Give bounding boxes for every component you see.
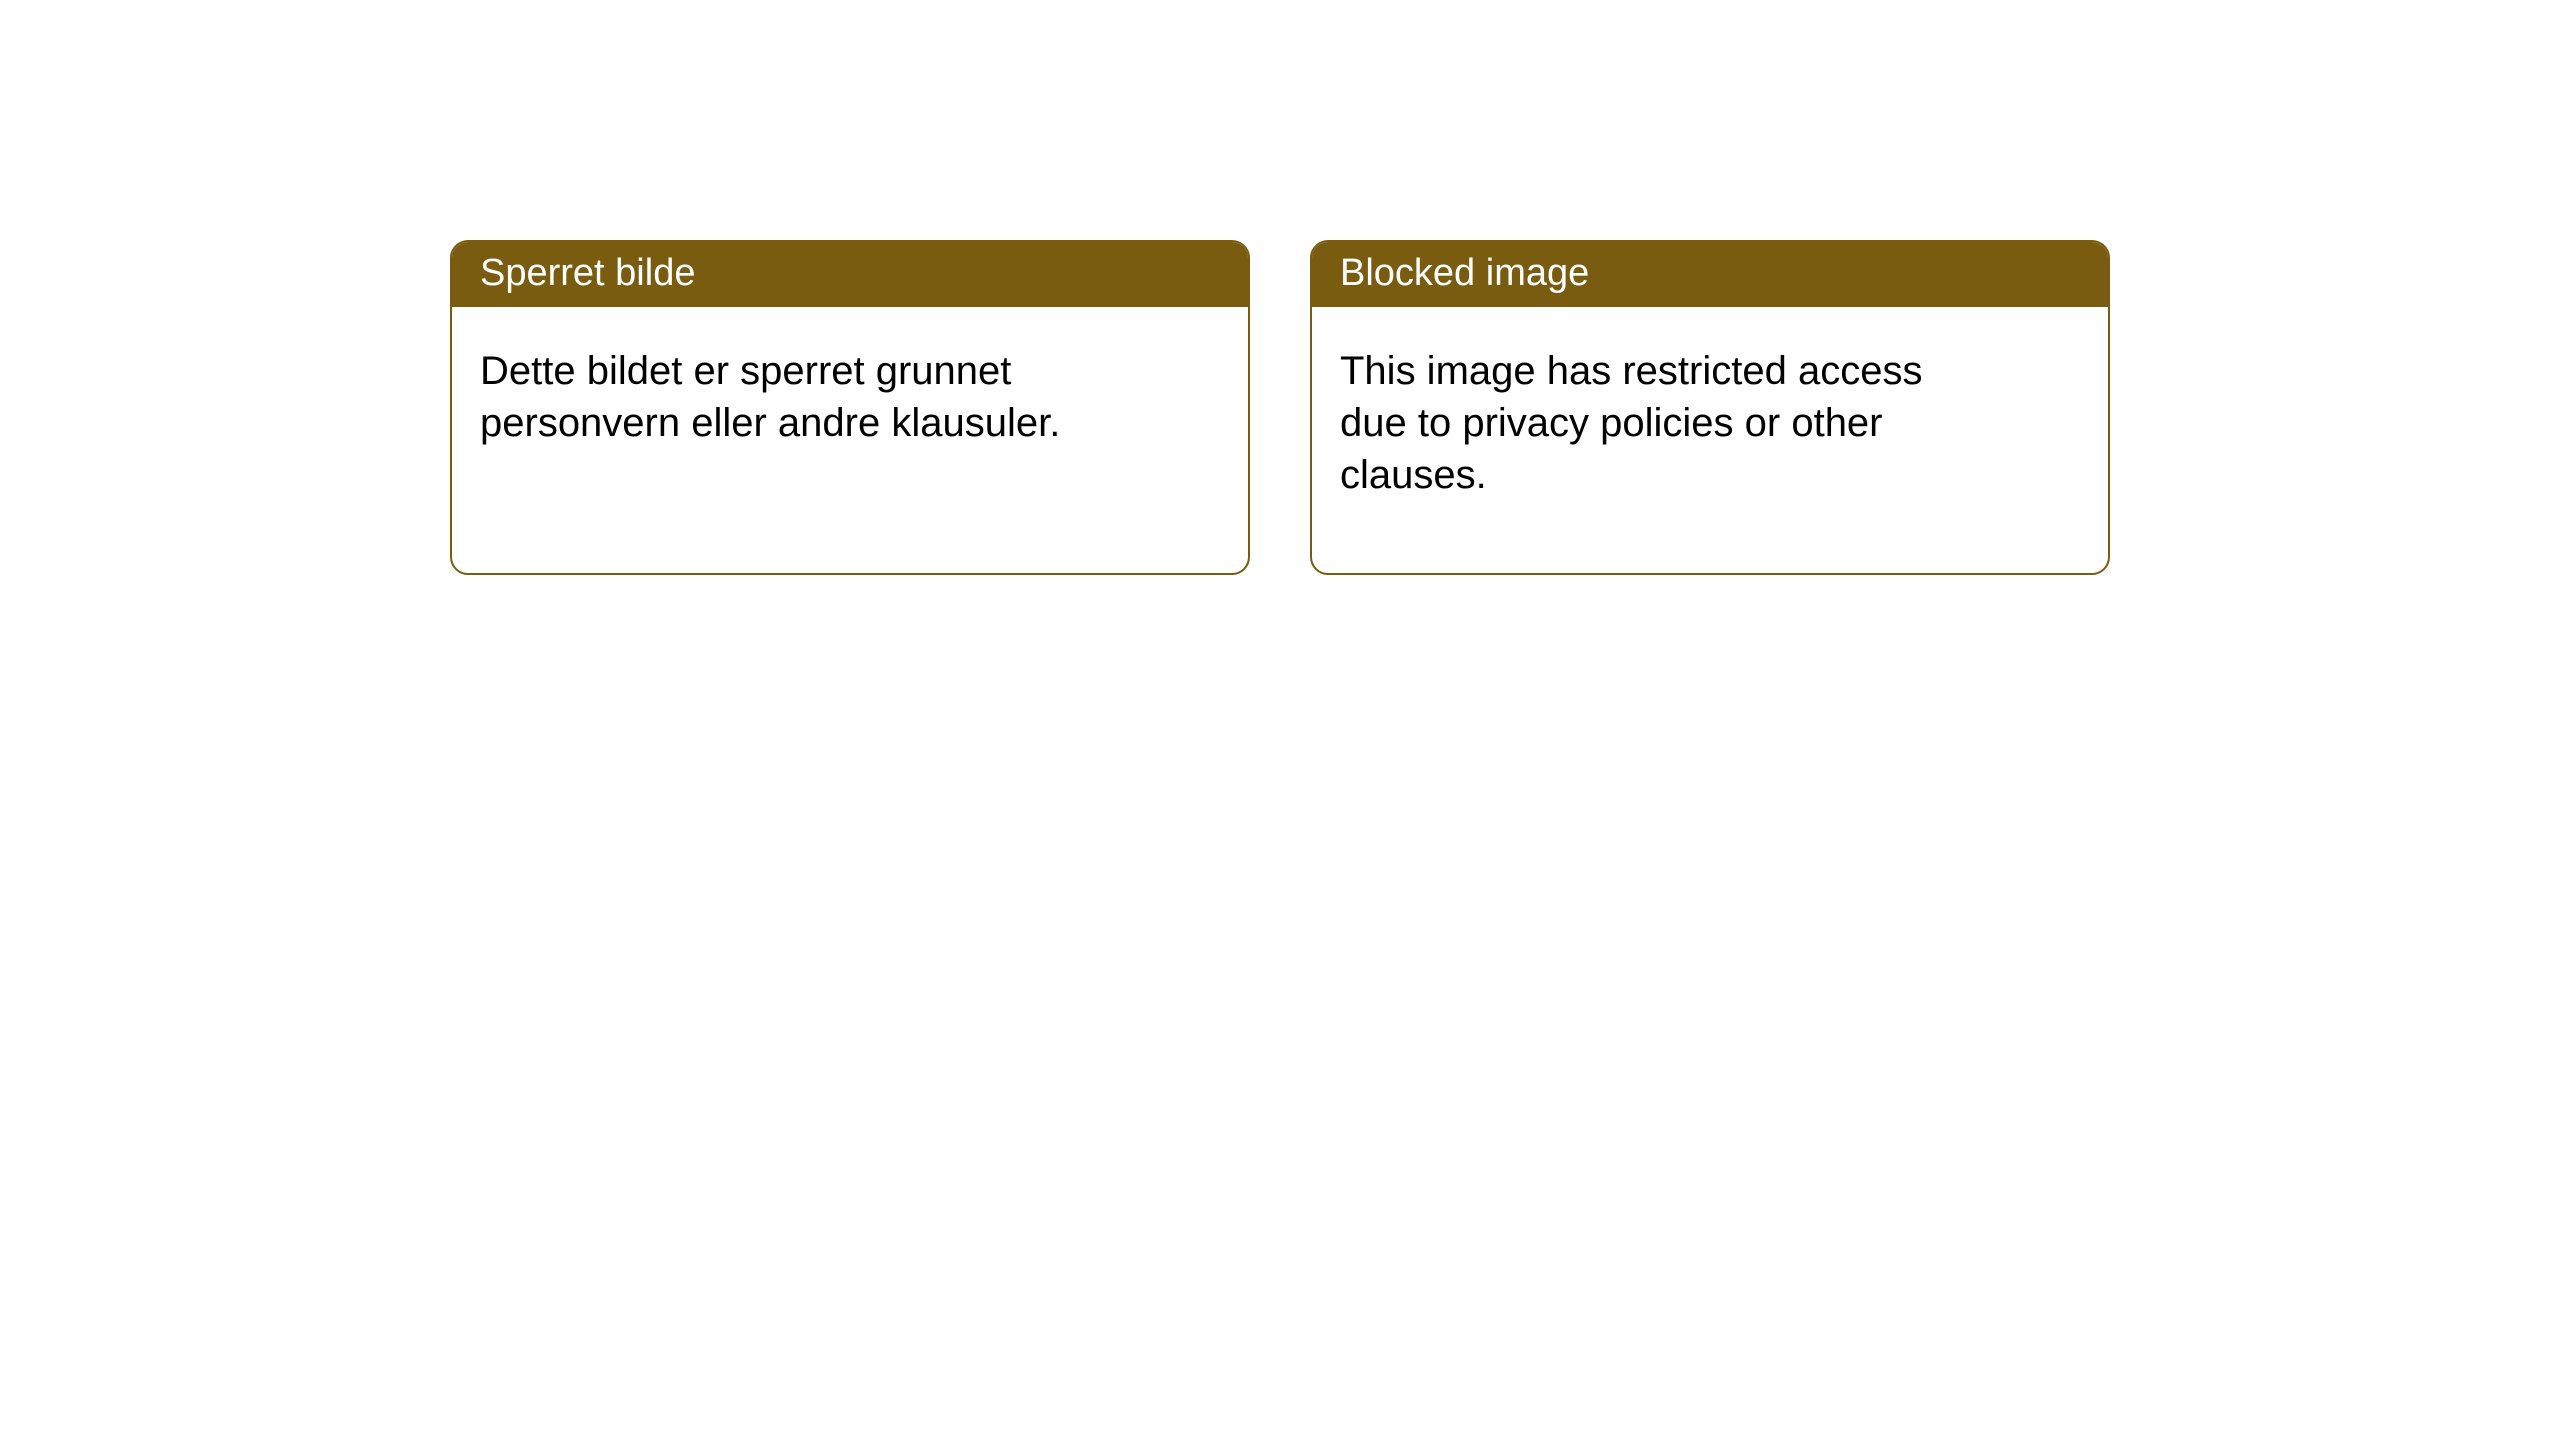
notice-body-english: This image has restricted access due to … — [1312, 307, 1992, 539]
notice-body-norwegian: Dette bildet er sperret grunnet personve… — [452, 307, 1132, 487]
notice-box-norwegian: Sperret bilde Dette bildet er sperret gr… — [450, 240, 1250, 575]
notice-header-norwegian: Sperret bilde — [452, 242, 1248, 307]
notice-container: Sperret bilde Dette bildet er sperret gr… — [0, 0, 2560, 575]
notice-box-english: Blocked image This image has restricted … — [1310, 240, 2110, 575]
notice-header-english: Blocked image — [1312, 242, 2108, 307]
